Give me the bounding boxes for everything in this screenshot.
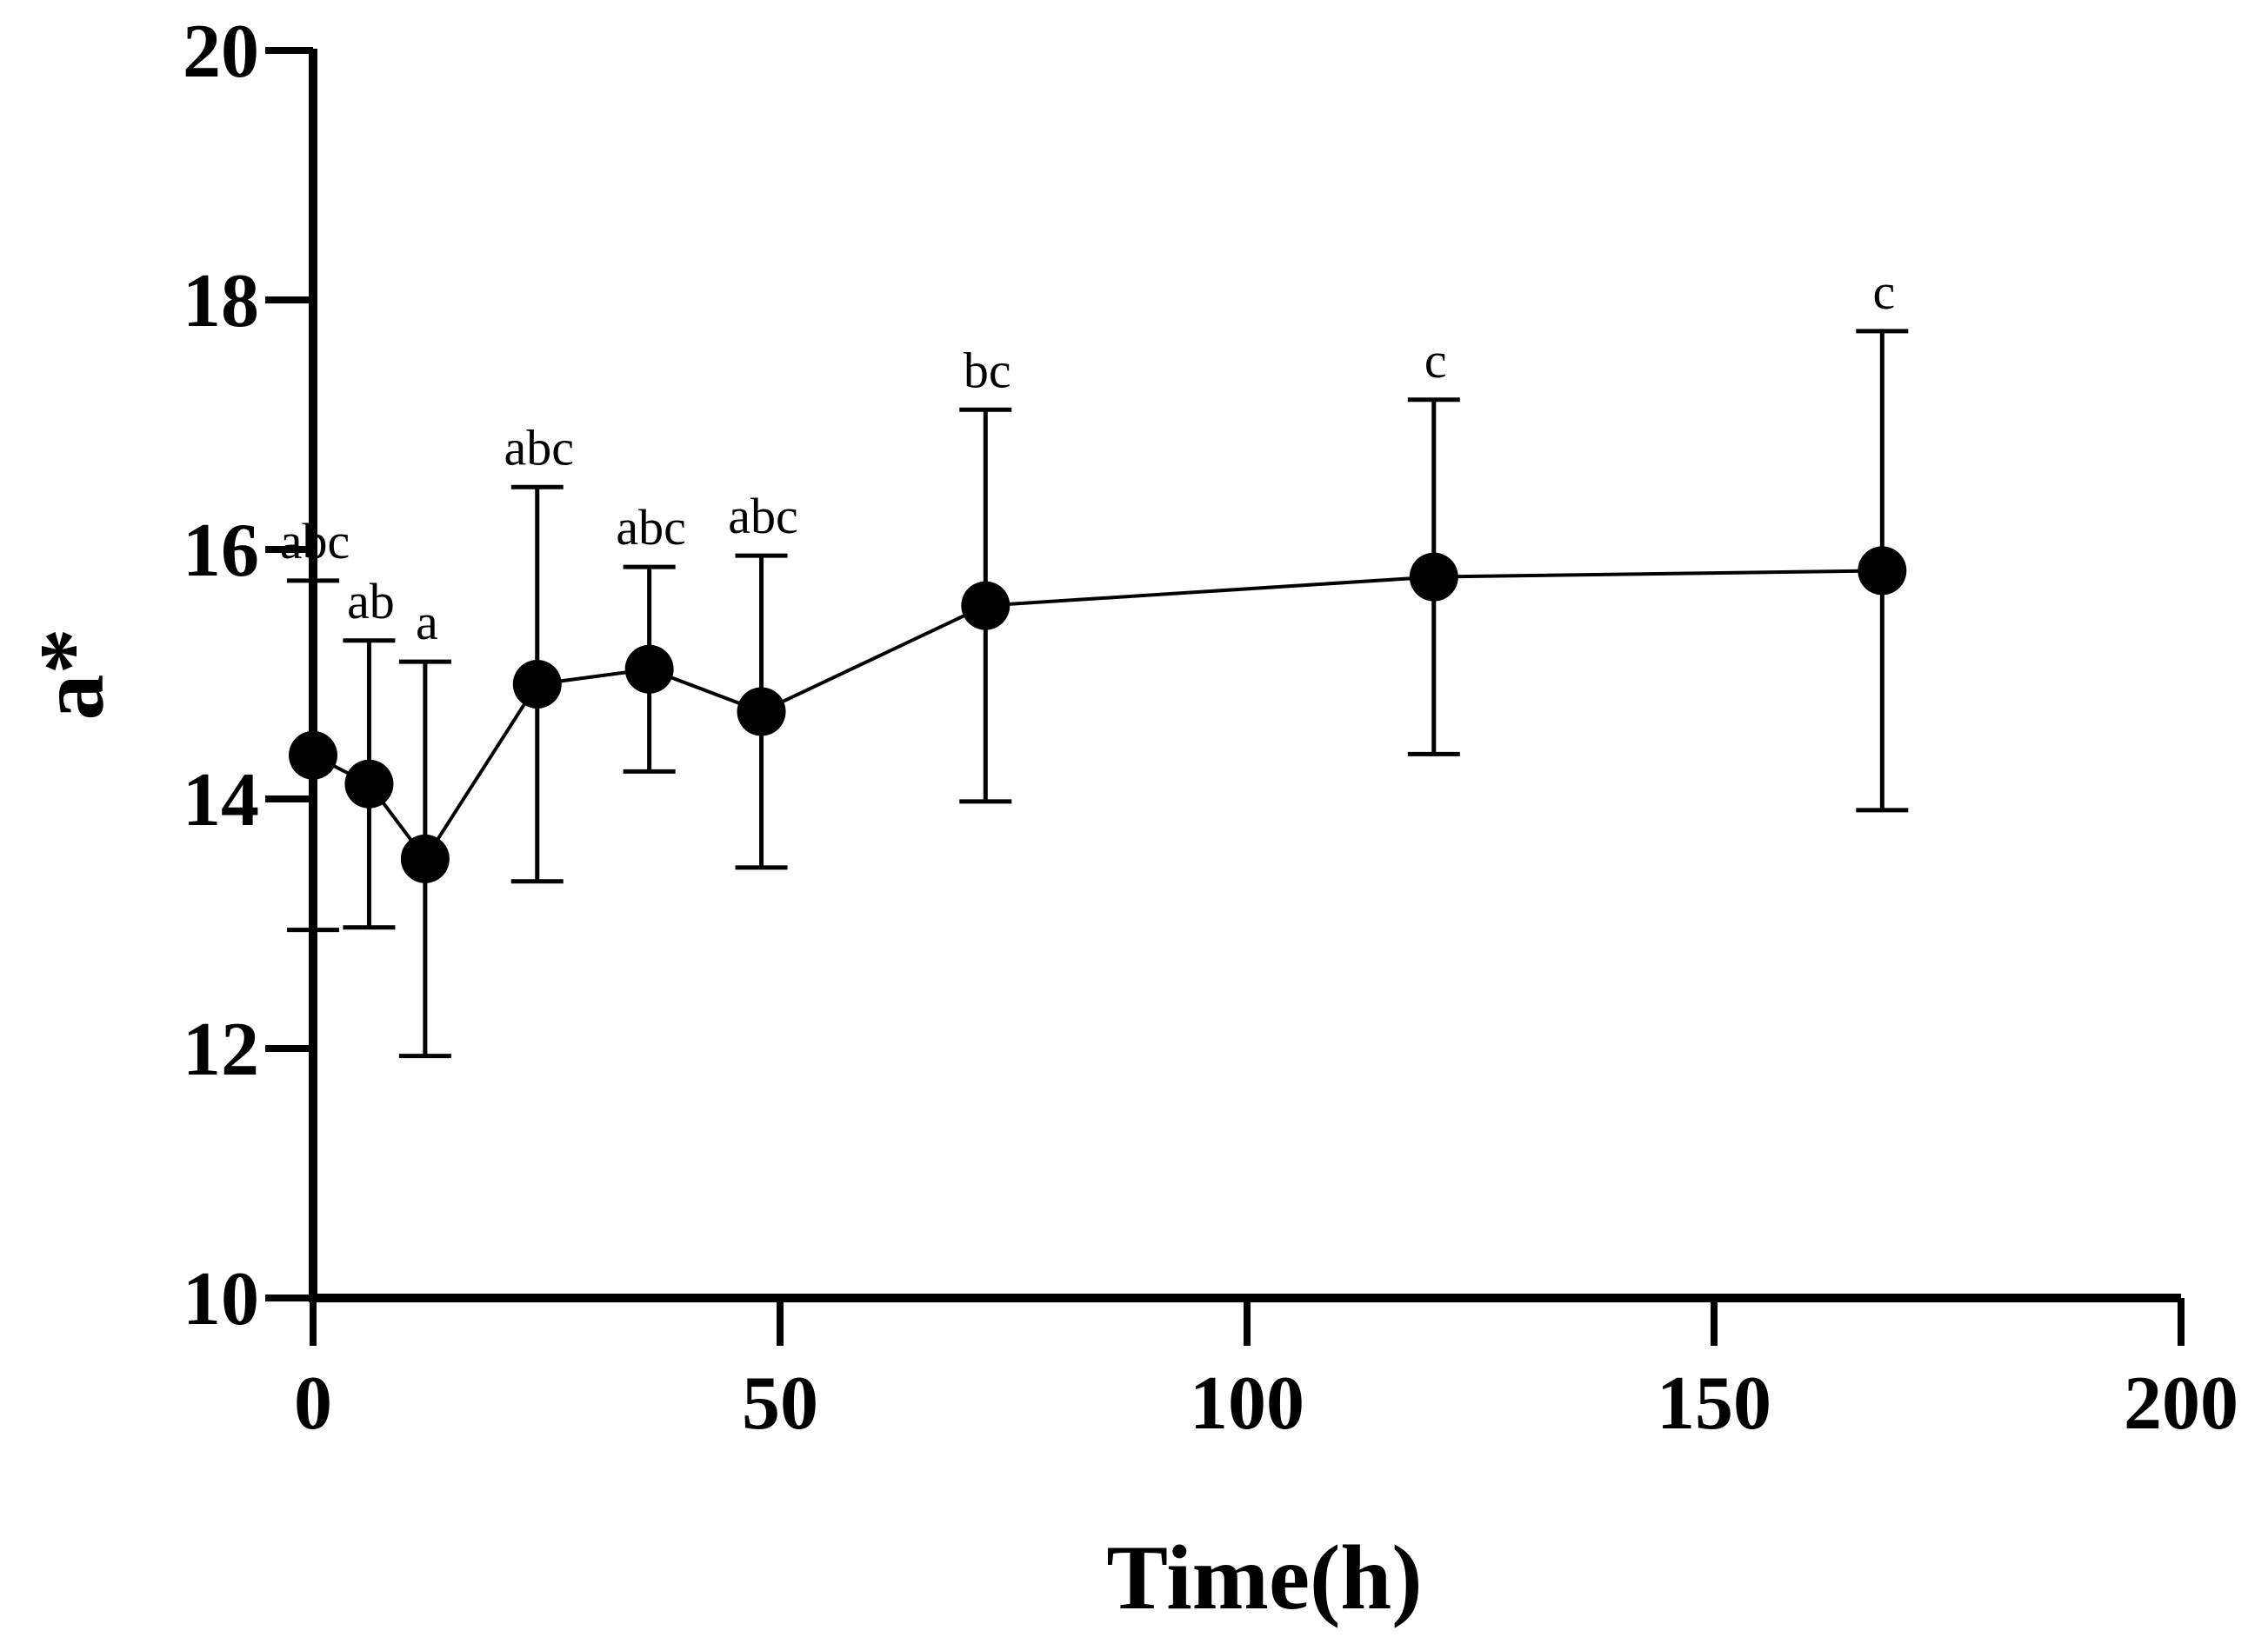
significance-label: ab [347,573,395,629]
significance-label: c [1872,263,1895,320]
series-line [312,569,1883,862]
y-tick-label: 14 [183,758,259,842]
y-tick-label: 16 [183,509,259,593]
significance-label: abc [616,499,686,556]
x-tick-label: 150 [1657,1361,1771,1446]
data-points [289,546,1907,883]
data-point [289,730,337,780]
y-tick-label: 18 [183,259,259,343]
significance-label: abc [280,513,350,569]
y-axis-title: a* [21,629,123,721]
data-point [1409,552,1458,602]
x-tick-label: 50 [742,1361,818,1446]
y-tick-label: 20 [183,10,259,94]
data-point [344,759,394,809]
y-tick-label: 12 [183,1008,259,1092]
data-point [737,687,786,736]
data-point [1858,546,1907,596]
x-axis-title: Time(h) [1106,1527,1422,1628]
x-tick-label: 100 [1190,1361,1304,1446]
data-point [624,644,674,694]
significance-label: abc [728,488,798,544]
y-ticks: 10 12 14 16 18 20 [183,10,313,1341]
significance-label: abc [504,419,575,476]
data-point [512,659,562,709]
significance-label: bc [964,342,1011,398]
x-tick-label: 0 [294,1361,332,1446]
significance-label: a [416,594,438,650]
data-point [961,581,1011,630]
significance-label: c [1424,332,1447,389]
x-tick-label: 200 [2124,1361,2238,1446]
data-point [400,834,450,883]
y-tick-label: 10 [183,1257,259,1341]
x-ticks: 0 50 100 150 200 [294,1298,2238,1446]
